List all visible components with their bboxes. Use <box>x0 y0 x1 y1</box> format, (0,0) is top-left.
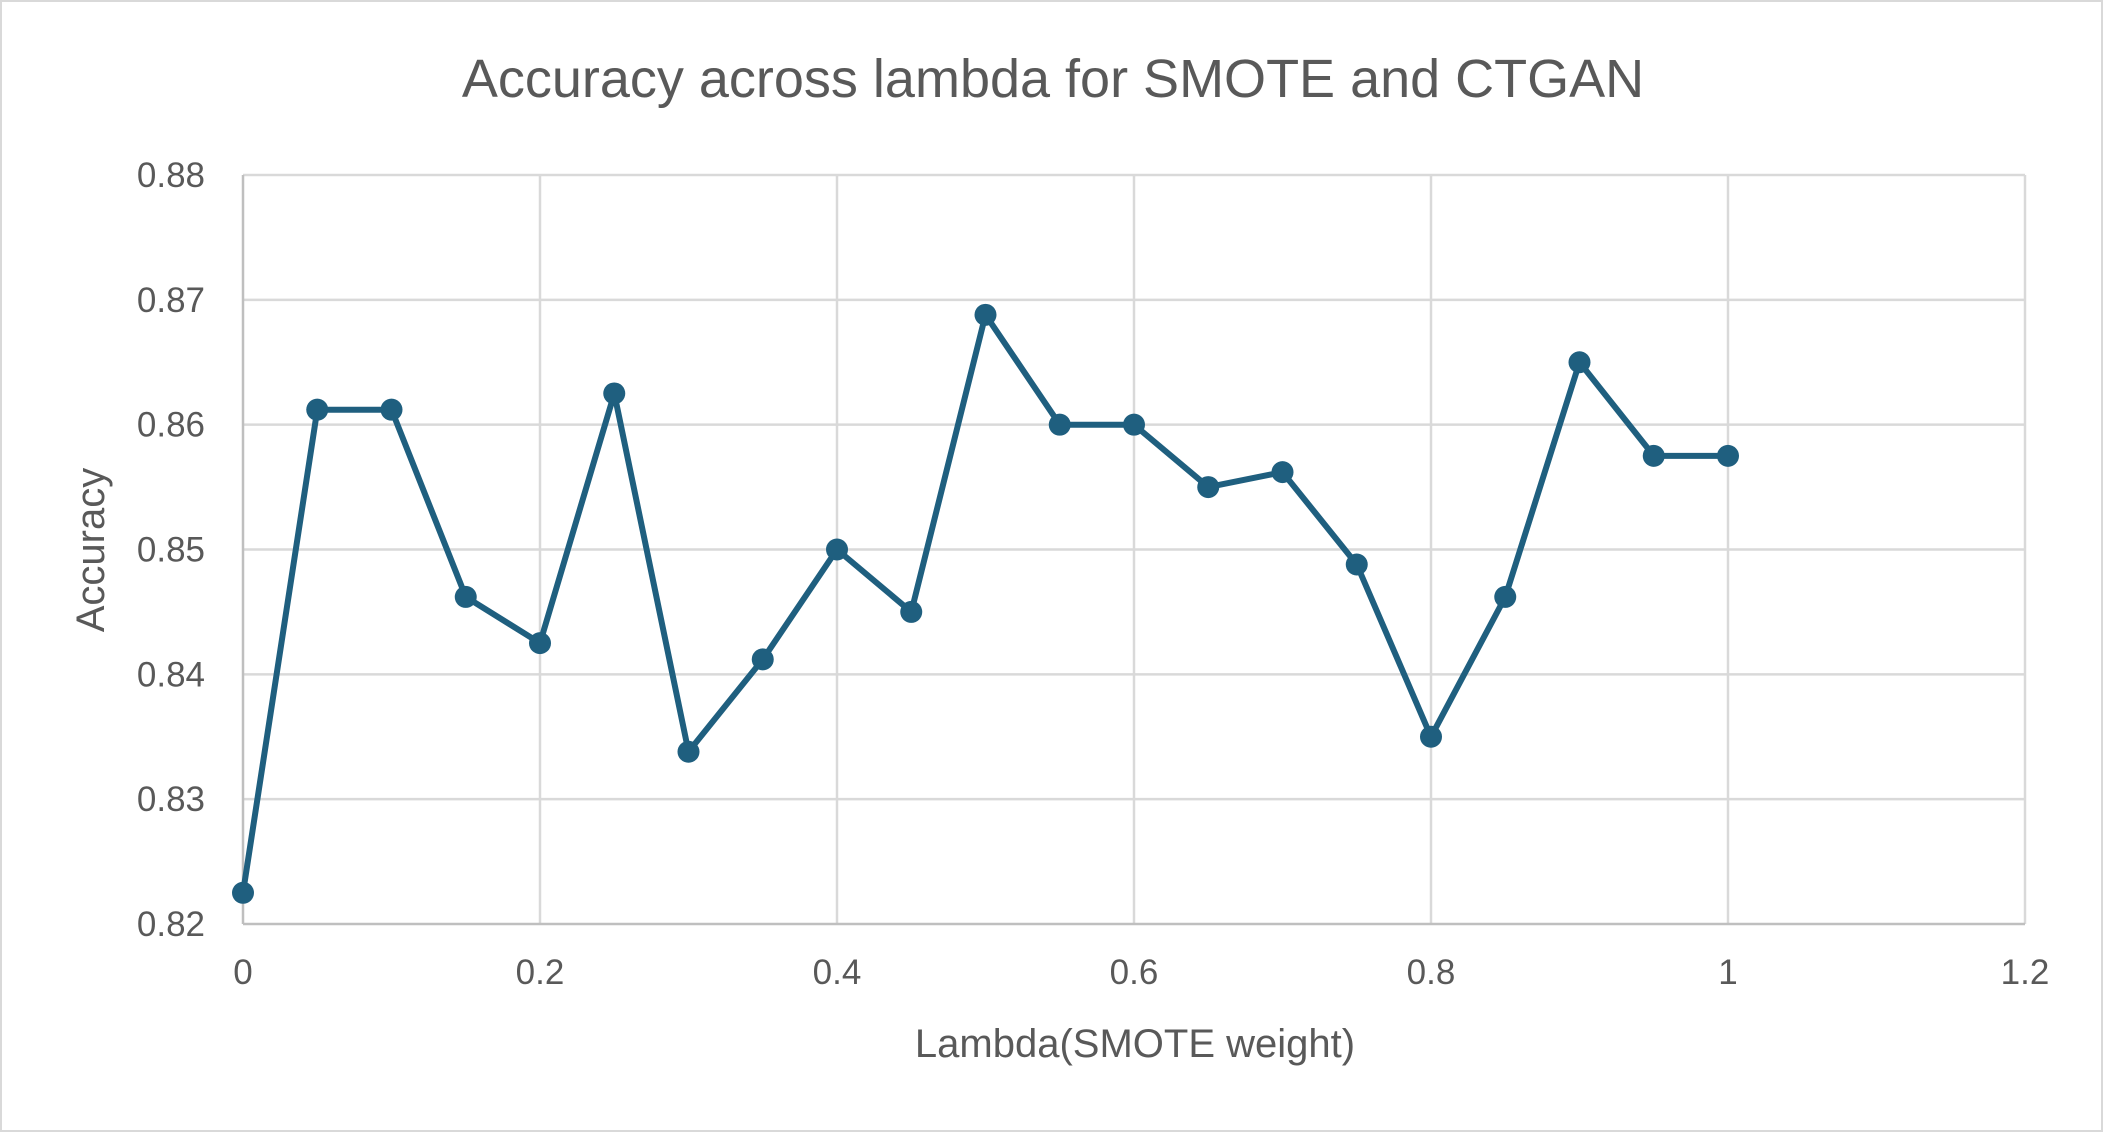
y-tick-labels: 0.82 0.83 0.84 0.85 0.86 0.87 0.88 <box>137 156 205 944</box>
data-point <box>1568 351 1591 374</box>
data-point <box>1642 444 1665 467</box>
data-point <box>1717 444 1739 467</box>
axes <box>241 175 2025 926</box>
y-axis-title: Accuracy <box>69 468 113 633</box>
data-point <box>232 881 254 904</box>
data-point <box>1271 461 1294 484</box>
x-tick-label: 1 <box>1718 953 1737 992</box>
data-point <box>529 632 551 655</box>
x-axis-title: Lambda(SMOTE weight) <box>915 1022 1355 1066</box>
data-point <box>1345 553 1368 576</box>
x-tick-label: 0.4 <box>813 953 862 992</box>
data-point <box>900 600 923 623</box>
x-tick-label: 0.2 <box>516 953 565 992</box>
y-tick-label: 0.83 <box>137 780 205 819</box>
y-tick-label: 0.84 <box>137 655 205 694</box>
y-tick-label: 0.87 <box>137 281 205 320</box>
y-tick-label: 0.86 <box>137 406 205 445</box>
gridlines <box>243 173 2027 924</box>
data-point <box>306 398 329 421</box>
y-tick-label: 0.85 <box>137 531 205 570</box>
x-tick-label: 1.2 <box>2001 953 2050 992</box>
data-point <box>454 585 477 608</box>
data-point <box>677 740 700 763</box>
x-tick-label: 0 <box>233 953 252 992</box>
chart-title: Accuracy across lambda for SMOTE and CTG… <box>462 49 1644 109</box>
data-point <box>1494 585 1517 608</box>
data-point <box>603 382 626 405</box>
data-point <box>380 398 403 421</box>
x-tick-labels: 0 0.2 0.4 0.6 0.8 1 1.2 <box>233 953 2049 992</box>
data-point <box>751 648 774 671</box>
data-point <box>974 303 997 326</box>
x-tick-label: 0.8 <box>1407 953 1456 992</box>
y-tick-label: 0.82 <box>137 905 205 944</box>
x-tick-label: 0.6 <box>1110 953 1159 992</box>
y-tick-label: 0.88 <box>137 156 205 195</box>
data-point <box>1123 413 1145 436</box>
series-group <box>232 303 1739 904</box>
data-point <box>826 538 848 561</box>
data-point <box>1197 476 1220 499</box>
data-point <box>1420 725 1442 748</box>
data-point <box>1048 413 1071 436</box>
